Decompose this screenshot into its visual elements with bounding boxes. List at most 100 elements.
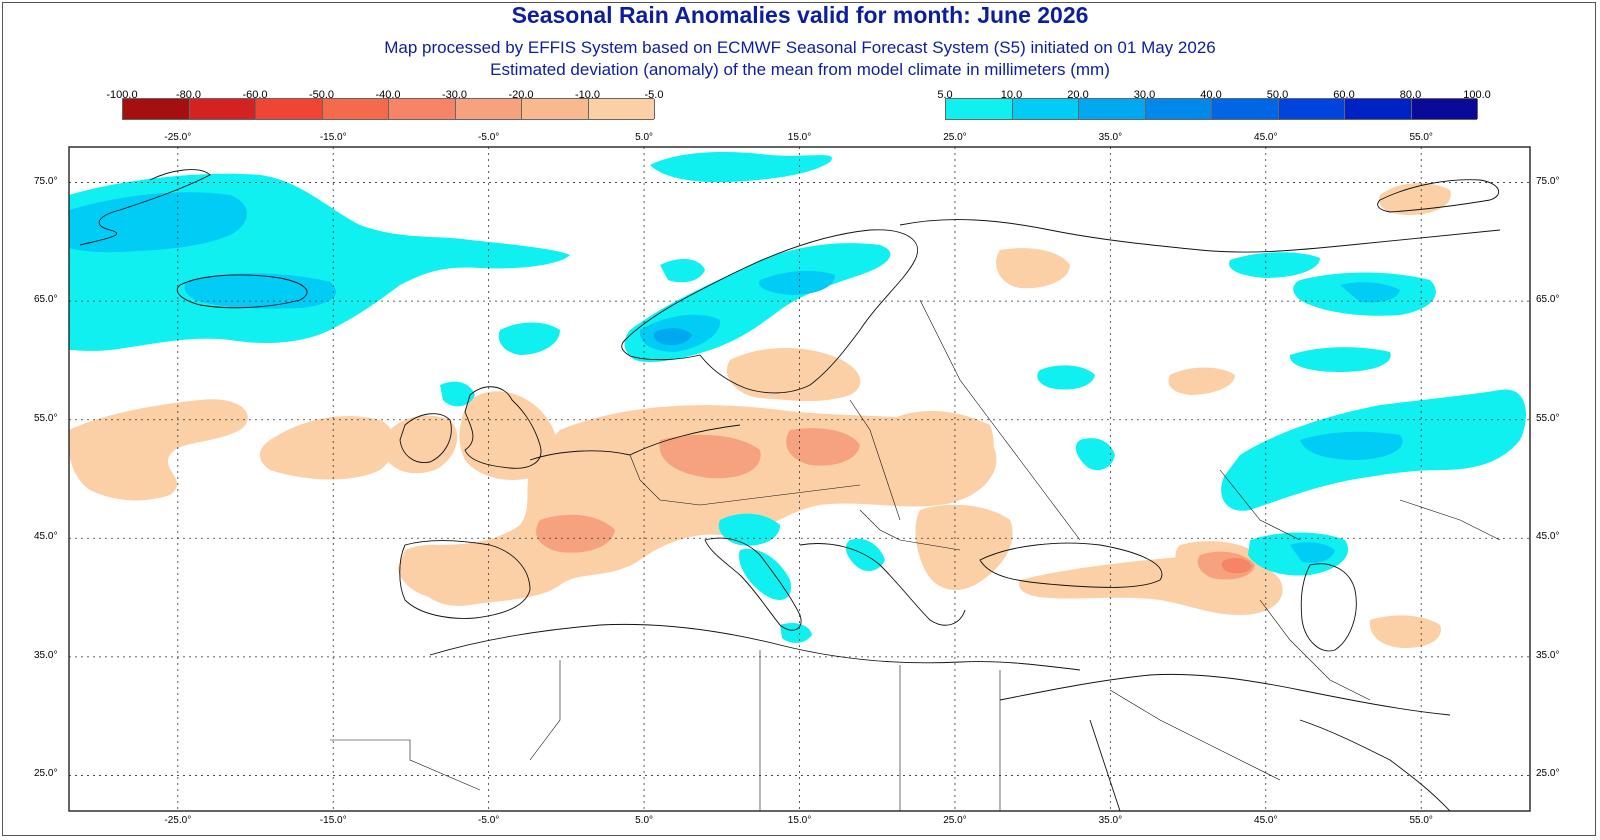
coast-greenland-east <box>79 169 211 246</box>
anomaly-layer <box>69 152 1526 648</box>
latitude-label-left: 25.0° <box>34 768 58 780</box>
legend-negative-label: -80.0 <box>175 89 202 101</box>
latitude-label-left: 55.0° <box>34 412 58 424</box>
wet-strong-norway <box>653 328 692 346</box>
legend-negative-label: -5.0 <box>644 89 664 101</box>
coast-arctic-russia <box>899 219 1501 253</box>
border-russia <box>919 299 1081 541</box>
longitude-label-bottom: 35.0° <box>1098 815 1123 826</box>
wet-core-caucasus <box>1290 542 1335 563</box>
border-kazakhstan <box>1219 469 1501 541</box>
legend-positive-label: 30.0 <box>1133 89 1156 101</box>
wet-patch-west-siberia <box>1289 347 1391 372</box>
wet-core-urals <box>1340 282 1400 303</box>
wet-patch-sicily <box>780 623 812 643</box>
legend-negative-color-bar <box>122 98 655 120</box>
wet-patch-russia-mid <box>1037 365 1095 390</box>
legend-negative-swatch <box>455 99 522 119</box>
legend-positive-label: 20.0 <box>1067 89 1089 101</box>
legend-negative-label: -10.0 <box>574 89 601 101</box>
legend-positive-swatch <box>1079 99 1146 119</box>
longitude-label-top: -15.0° <box>319 132 347 143</box>
legend-negative-label: -30.0 <box>441 89 468 101</box>
dry-strong-caucasus <box>1221 558 1252 574</box>
dry-anomaly-strong <box>1221 558 1252 574</box>
graticule-lines <box>69 147 1530 811</box>
latitude-label-right: 75.0° <box>1536 175 1560 187</box>
wet-core-norway-north <box>759 270 835 295</box>
dry-core-poland <box>786 428 860 466</box>
latitude-label-right: 55.0° <box>1536 412 1560 424</box>
coast-iceland <box>176 274 308 309</box>
legend-positive-label: 80.0 <box>1399 89 1422 101</box>
legend-negative-label: -100.0 <box>106 89 138 101</box>
legend-positive-swatch <box>946 99 1013 119</box>
wet-patch-arctic-top <box>650 152 832 183</box>
legend-negative-swatch <box>522 99 589 119</box>
dry-patch-spain <box>398 544 483 600</box>
wet-patch-alps <box>718 513 780 546</box>
coast-red-sea <box>1089 719 1121 811</box>
longitude-label-bottom: 5.0° <box>635 815 654 826</box>
latitude-label-right: 45.0° <box>1536 531 1560 543</box>
coast-black-sea <box>979 542 1163 588</box>
map-subtitle-source: Map processed by EFFIS System based on E… <box>384 38 1216 57</box>
longitude-label-top: 5.0° <box>635 132 654 143</box>
latitude-label-left: 75.0° <box>34 175 58 187</box>
wet-core-greenland-sea <box>69 192 247 253</box>
coast-caspian <box>1300 563 1357 652</box>
longitude-label-bottom: 25.0° <box>943 815 967 826</box>
longitude-label-top: -5.0° <box>478 132 500 143</box>
border-balkans <box>859 509 961 551</box>
latitude-label-left: 35.0° <box>34 649 58 661</box>
coast-scandinavia <box>621 229 918 394</box>
country-borders <box>330 299 1501 811</box>
longitude-label-top: 35.0° <box>1098 132 1123 143</box>
legend-negative-label: -40.0 <box>375 89 401 101</box>
legend-negative-swatch <box>256 99 323 119</box>
border-north-africa <box>529 650 1001 811</box>
border-sahara <box>330 739 481 791</box>
dry-core-germany <box>659 434 761 479</box>
map-subtitle-units: Estimated deviation (anomaly) of the mea… <box>490 60 1110 79</box>
border-arabia <box>1109 689 1281 781</box>
longitude-label-top: 25.0° <box>943 132 967 143</box>
longitude-label-bottom: -25.0° <box>164 815 192 826</box>
latitude-label-right: 65.0° <box>1536 294 1560 306</box>
wet-patch-italy <box>739 549 791 600</box>
legend-positive-label: 100.0 <box>1463 89 1491 101</box>
dry-core-france <box>536 514 615 553</box>
coast-iberia <box>399 540 531 619</box>
latitude-label-right: 35.0° <box>1536 649 1560 661</box>
latitude-label-right: 25.0° <box>1536 768 1560 780</box>
legend-positive-swatch <box>1212 99 1279 119</box>
dry-patch-caspian <box>1369 615 1441 648</box>
wet-core-iceland <box>184 273 336 309</box>
dry-patch-scandinavia <box>726 348 861 402</box>
legend-negative-label: -20.0 <box>508 89 534 101</box>
dry-patch-atlantic <box>69 399 248 501</box>
legend-negative-swatch <box>189 99 256 119</box>
legend-positive-label: 40.0 <box>1200 89 1222 101</box>
dry-patch-arctic-east <box>1379 183 1451 215</box>
dry-patch-russia-north <box>996 248 1070 289</box>
legend-negative-swatch <box>389 99 456 119</box>
legend-positive-swatch <box>1145 99 1212 119</box>
dry-patch-eastern-europe <box>883 410 994 496</box>
legend-positive-label: 60.0 <box>1333 89 1355 101</box>
legend-positive-label: 50.0 <box>1266 89 1289 101</box>
longitude-label-bottom: 55.0° <box>1409 815 1433 826</box>
legend-positive-swatch <box>1345 99 1412 119</box>
legend-positive-swatch <box>1278 99 1345 119</box>
dry-patch-britain <box>459 391 557 480</box>
legend-negative-swatch <box>322 99 389 119</box>
border-iran <box>1259 599 1371 701</box>
longitude-label-bottom: -15.0° <box>319 815 347 826</box>
wet-patch-north-atlantic <box>498 322 560 355</box>
wet-core-volga <box>1300 431 1403 460</box>
legend-negative-label: -50.0 <box>308 89 335 101</box>
coastlines <box>79 169 1501 811</box>
map-border <box>68 146 1531 812</box>
legend-negative-label: -60.0 <box>242 89 268 101</box>
